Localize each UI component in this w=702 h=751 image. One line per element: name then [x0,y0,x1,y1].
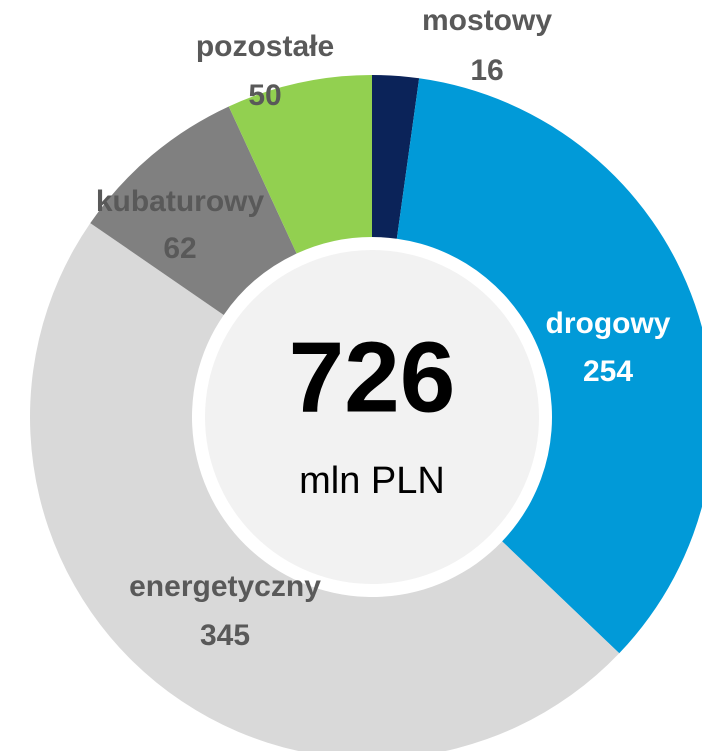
slices [30,75,702,751]
labels: mostowy 16 drogowy 254 energetyczny 345 kubatu… [96,4,671,652]
slice [90,106,297,315]
total-value: 726 [289,321,456,433]
slice-label: drogowy [546,307,671,340]
slice-value: 345 [200,619,250,652]
slice [372,75,420,239]
slice [396,78,702,654]
slice-label: kubaturowy [96,185,265,218]
slice [30,223,620,751]
total-unit: mln PLN [299,460,445,502]
slice-value: 50 [248,79,281,112]
slice-value: 16 [470,54,503,87]
slice [228,75,372,254]
slice-label: mostowy [422,4,552,37]
slice-value: 62 [163,232,196,265]
center-circle [199,244,545,590]
slice-label: energetyczny [129,570,321,603]
slice-label: pozostałe [196,30,334,63]
slice-value: 254 [583,355,633,388]
